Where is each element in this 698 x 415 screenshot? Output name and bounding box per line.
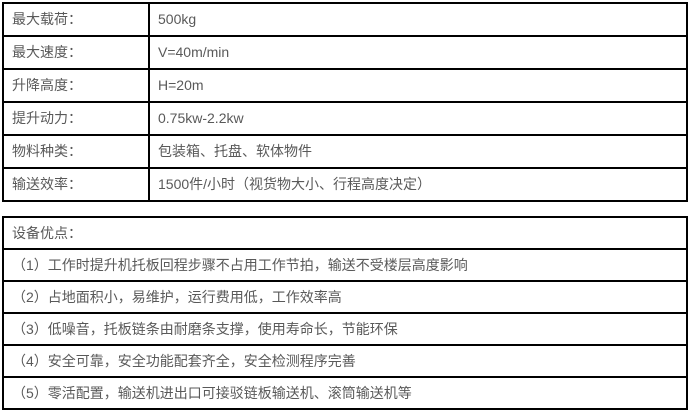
table-row: 最大速度： V=40m/min <box>2 35 688 70</box>
spec-value-max-load: 500kg <box>148 2 688 37</box>
advantages-table: 设备优点： （1）工作时提升机托板回程步骤不占用工作节拍，输送不受楼层高度影响 … <box>2 216 688 410</box>
table-row: 最大载荷： 500kg <box>2 2 688 37</box>
table-row: 升降高度： H=20m <box>2 68 688 103</box>
advantage-item-2: （2）占地面积小，易维护，运行费用低，工作效率高 <box>2 280 688 314</box>
spec-label-conveying-efficiency: 输送效率： <box>2 167 150 202</box>
advantage-item-5: （5）零活配置，输送机进出口可接驳链板输送机、滚筒输送机等 <box>2 376 688 410</box>
spec-label-lift-height: 升降高度： <box>2 68 150 103</box>
table-row: （2）占地面积小，易维护，运行费用低，工作效率高 <box>2 280 688 314</box>
spec-value-conveying-efficiency: 1500件/小时（视货物大小、行程高度决定） <box>148 167 688 202</box>
advantages-header: 设备优点： <box>2 216 688 250</box>
advantage-item-1: （1）工作时提升机托板回程步骤不占用工作节拍，输送不受楼层高度影响 <box>2 248 688 282</box>
table-row: 物料种类： 包装箱、托盘、软体物件 <box>2 134 688 169</box>
table-row: 设备优点： <box>2 216 688 250</box>
advantage-item-4: （4）安全可靠，安全功能配套齐全，安全检测程序完善 <box>2 344 688 378</box>
spec-label-lift-power: 提升动力： <box>2 101 150 136</box>
spec-table: 最大载荷： 500kg 最大速度： V=40m/min 升降高度： H=20m … <box>2 2 688 202</box>
table-row: （5）零活配置，输送机进出口可接驳链板输送机、滚筒输送机等 <box>2 376 688 410</box>
table-row: 输送效率： 1500件/小时（视货物大小、行程高度决定） <box>2 167 688 202</box>
spec-value-material-types: 包装箱、托盘、软体物件 <box>148 134 688 169</box>
spec-label-max-speed: 最大速度： <box>2 35 150 70</box>
spec-label-material-types: 物料种类： <box>2 134 150 169</box>
table-row: （4）安全可靠，安全功能配套齐全，安全检测程序完善 <box>2 344 688 378</box>
table-row: （1）工作时提升机托板回程步骤不占用工作节拍，输送不受楼层高度影响 <box>2 248 688 282</box>
spec-value-lift-height: H=20m <box>148 68 688 103</box>
spec-value-lift-power: 0.75kw-2.2kw <box>148 101 688 136</box>
spec-value-max-speed: V=40m/min <box>148 35 688 70</box>
spec-label-max-load: 最大载荷： <box>2 2 150 37</box>
advantage-item-3: （3）低噪音，托板链条由耐磨条支撑，使用寿命长，节能环保 <box>2 312 688 346</box>
table-row: （3）低噪音，托板链条由耐磨条支撑，使用寿命长，节能环保 <box>2 312 688 346</box>
table-row: 提升动力： 0.75kw-2.2kw <box>2 101 688 136</box>
